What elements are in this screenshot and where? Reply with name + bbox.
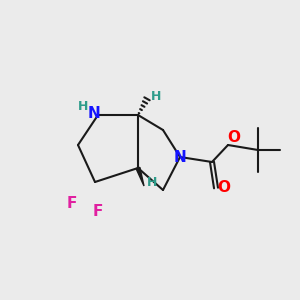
Text: F: F xyxy=(67,196,77,211)
Polygon shape xyxy=(136,167,144,186)
Text: H: H xyxy=(151,91,161,103)
Text: O: O xyxy=(218,181,230,196)
Text: N: N xyxy=(174,149,186,164)
Text: O: O xyxy=(227,130,241,145)
Text: F: F xyxy=(93,205,103,220)
Text: H: H xyxy=(78,100,88,113)
Text: H: H xyxy=(147,176,157,188)
Text: N: N xyxy=(88,106,100,121)
